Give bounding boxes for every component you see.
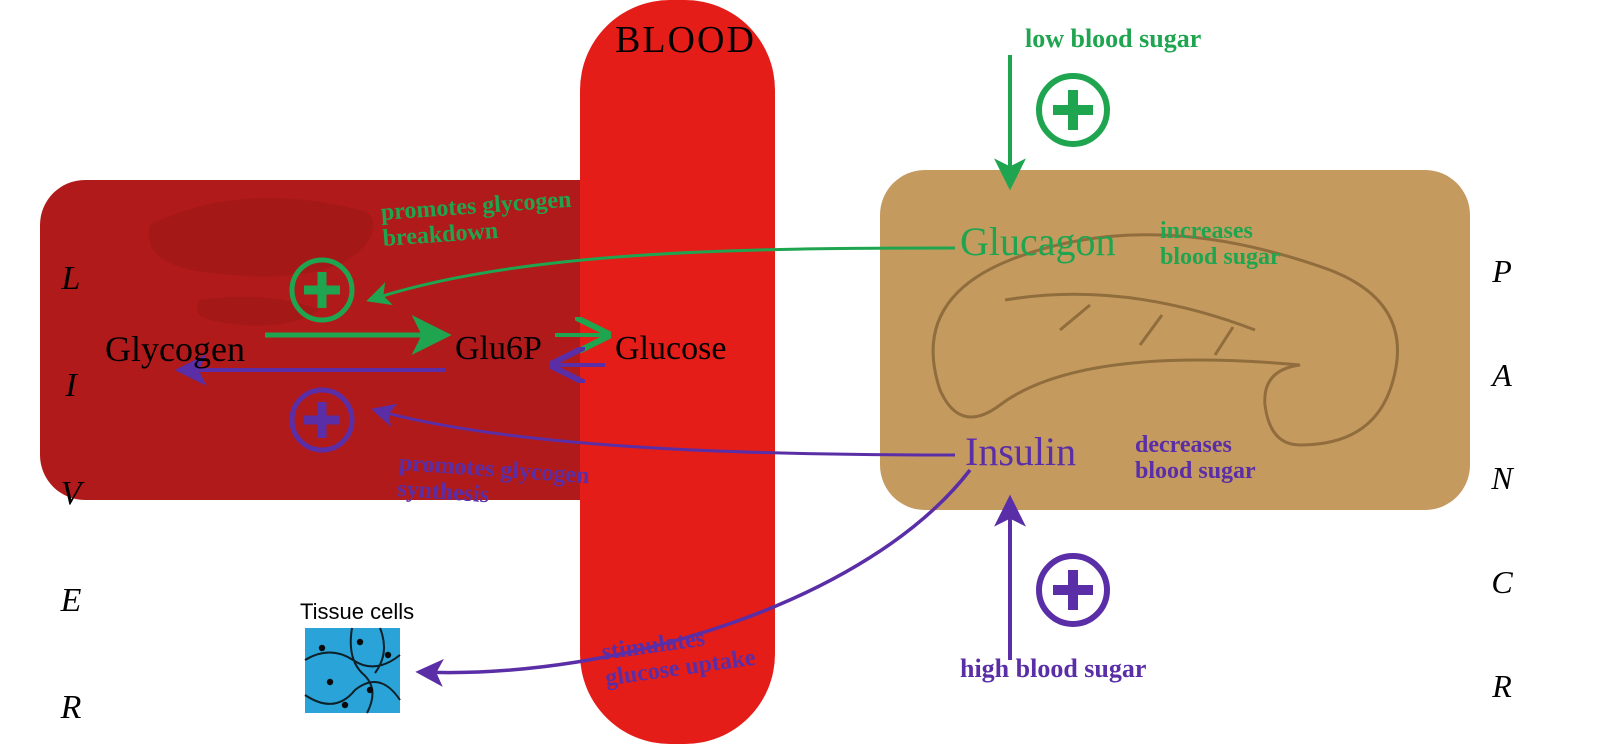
liver-letter: V bbox=[54, 476, 88, 512]
promotes-breakdown-label: promotes glycogen breakdown bbox=[380, 187, 574, 253]
tissue-cells-tile bbox=[305, 628, 400, 713]
pancreas-letter: P bbox=[1486, 254, 1518, 289]
liver-letter: L bbox=[54, 261, 88, 297]
liver-silhouette bbox=[149, 198, 374, 326]
plus-icon-liver-purple bbox=[292, 390, 352, 450]
pancreas-letter: A bbox=[1486, 358, 1518, 393]
liver-letter: E bbox=[54, 583, 88, 619]
arrow-glucagon-to-liver bbox=[370, 248, 955, 300]
increases-label: increases blood sugar bbox=[1160, 218, 1281, 271]
pancreas-letter: C bbox=[1486, 565, 1518, 600]
stimulates-uptake-label: stimulates glucose uptake bbox=[600, 619, 757, 692]
plus-icon-top-green bbox=[1039, 76, 1107, 144]
low-blood-sugar-label: low blood sugar bbox=[1025, 25, 1201, 54]
promotes-synthesis-label: promotes glycogen synthesis bbox=[396, 450, 590, 516]
glucagon-node: Glucagon bbox=[960, 220, 1116, 264]
liver-letter: R bbox=[54, 690, 88, 726]
arrow-insulin-to-liver bbox=[375, 410, 955, 455]
blood-label: BLOOD bbox=[615, 20, 756, 62]
liver-letter: I bbox=[54, 368, 88, 404]
liver-label: L I V E R bbox=[54, 190, 88, 744]
plus-icon-liver-green bbox=[292, 260, 352, 320]
diagram-canvas bbox=[0, 0, 1600, 744]
glu6p-node: Glu6P bbox=[455, 330, 542, 367]
pancreas-letter: R bbox=[1486, 669, 1518, 704]
decreases-label: decreases blood sugar bbox=[1135, 432, 1256, 485]
glucose-node: Glucose bbox=[615, 330, 726, 367]
tissue-cells-label: Tissue cells bbox=[300, 600, 414, 624]
pancreas-letter: N bbox=[1486, 461, 1518, 496]
pancreas-label: P A N C R E A S bbox=[1486, 185, 1518, 744]
high-blood-sugar-label: high blood sugar bbox=[960, 655, 1146, 684]
plus-icon-bottom-purple bbox=[1039, 556, 1107, 624]
insulin-node: Insulin bbox=[965, 430, 1076, 474]
glycogen-node: Glycogen bbox=[105, 330, 245, 370]
diagram-root: BLOOD L I V E R P A N C R E A S Glycogen… bbox=[0, 0, 1600, 744]
